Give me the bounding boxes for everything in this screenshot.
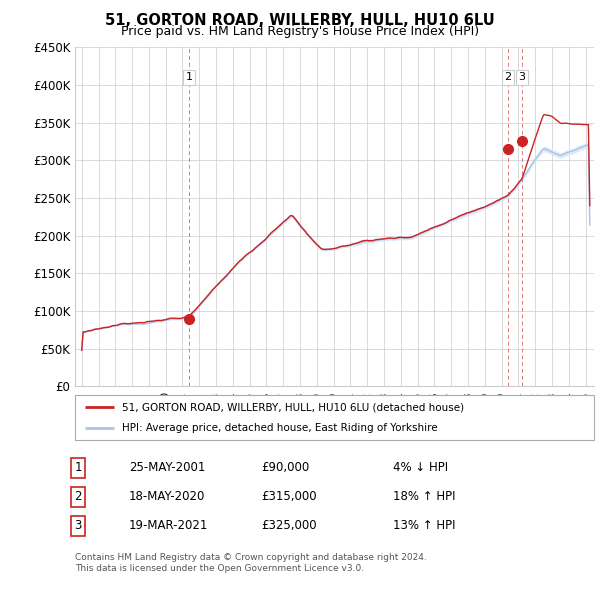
Text: £90,000: £90,000 xyxy=(261,461,309,474)
Text: HPI: Average price, detached house, East Riding of Yorkshire: HPI: Average price, detached house, East… xyxy=(122,422,437,432)
Text: 51, GORTON ROAD, WILLERBY, HULL, HU10 6LU: 51, GORTON ROAD, WILLERBY, HULL, HU10 6L… xyxy=(105,13,495,28)
Text: 3: 3 xyxy=(518,73,526,83)
Text: 2: 2 xyxy=(74,490,82,503)
Text: 25-MAY-2001: 25-MAY-2001 xyxy=(129,461,205,474)
Text: £325,000: £325,000 xyxy=(261,519,317,532)
Text: 1: 1 xyxy=(74,461,82,474)
Text: 3: 3 xyxy=(74,519,82,532)
Text: 4% ↓ HPI: 4% ↓ HPI xyxy=(393,461,448,474)
Text: Price paid vs. HM Land Registry's House Price Index (HPI): Price paid vs. HM Land Registry's House … xyxy=(121,25,479,38)
Text: 13% ↑ HPI: 13% ↑ HPI xyxy=(393,519,455,532)
Text: 18% ↑ HPI: 18% ↑ HPI xyxy=(393,490,455,503)
Text: 18-MAY-2020: 18-MAY-2020 xyxy=(129,490,205,503)
Text: 51, GORTON ROAD, WILLERBY, HULL, HU10 6LU (detached house): 51, GORTON ROAD, WILLERBY, HULL, HU10 6L… xyxy=(122,402,464,412)
Text: 19-MAR-2021: 19-MAR-2021 xyxy=(129,519,208,532)
Text: £315,000: £315,000 xyxy=(261,490,317,503)
Text: 1: 1 xyxy=(185,73,193,83)
Text: 2: 2 xyxy=(505,73,512,83)
Text: This data is licensed under the Open Government Licence v3.0.: This data is licensed under the Open Gov… xyxy=(75,565,364,573)
Text: Contains HM Land Registry data © Crown copyright and database right 2024.: Contains HM Land Registry data © Crown c… xyxy=(75,553,427,562)
